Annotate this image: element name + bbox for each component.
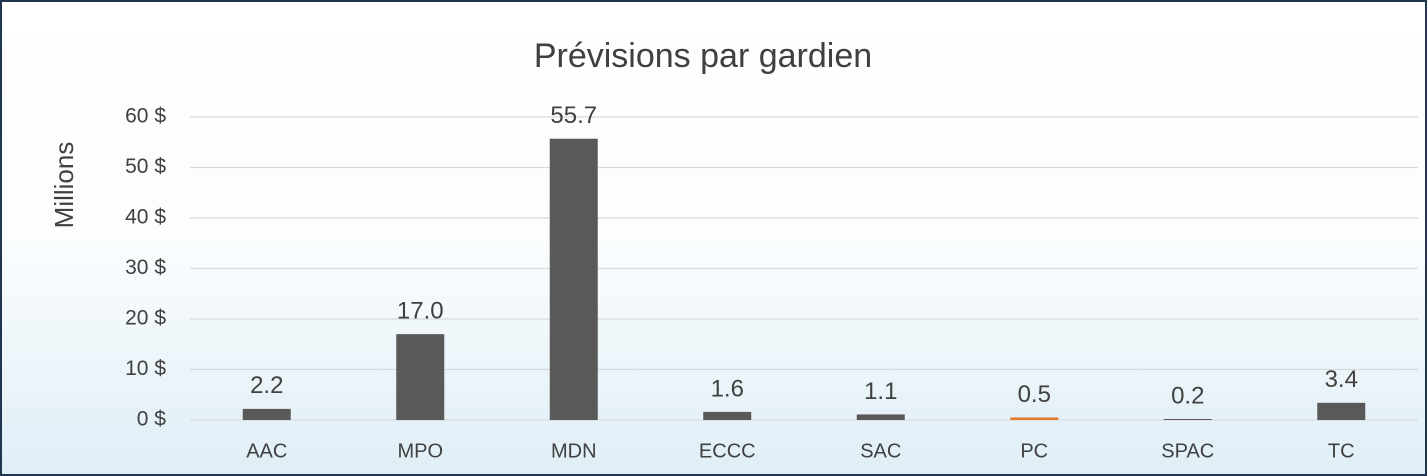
data-label: 2.2: [250, 372, 283, 399]
y-tick-label: 60 $: [125, 105, 166, 128]
y-tick-label: 10 $: [125, 357, 166, 380]
bar: [242, 408, 291, 420]
x-tick-label: MPO: [397, 440, 443, 462]
data-label: 55.7: [550, 102, 597, 129]
bar: [549, 138, 598, 420]
bar: [703, 411, 752, 420]
y-axis-label: Millions: [49, 142, 79, 229]
x-tick-label: SPAC: [1161, 440, 1214, 462]
y-tick-label: 20 $: [125, 307, 166, 330]
y-tick-label: 30 $: [125, 256, 166, 279]
data-label: 0.2: [1171, 382, 1204, 409]
y-tick-label: 0 $: [137, 408, 167, 431]
y-tick-label: 50 $: [125, 155, 166, 178]
x-tick-label: ECCC: [699, 440, 756, 462]
x-tick-label: PC: [1020, 440, 1048, 462]
data-label: 3.4: [1325, 366, 1358, 393]
y-tick-label: 40 $: [125, 206, 166, 229]
data-label: 1.6: [711, 375, 744, 402]
x-tick-label: AAC: [246, 440, 287, 462]
bar: [1163, 418, 1212, 420]
data-label: 0.5: [1018, 381, 1051, 408]
bar: [856, 414, 905, 420]
bar: [1010, 417, 1059, 420]
bar: [1317, 402, 1366, 420]
chart-title: Prévisions par gardien: [534, 37, 872, 75]
x-tick-label: SAC: [860, 440, 901, 462]
x-tick-label: MDN: [551, 440, 597, 462]
data-label: 1.1: [864, 378, 897, 405]
x-tick-label: TC: [1328, 440, 1355, 462]
data-label: 17.0: [397, 297, 444, 324]
bar: [396, 334, 445, 420]
